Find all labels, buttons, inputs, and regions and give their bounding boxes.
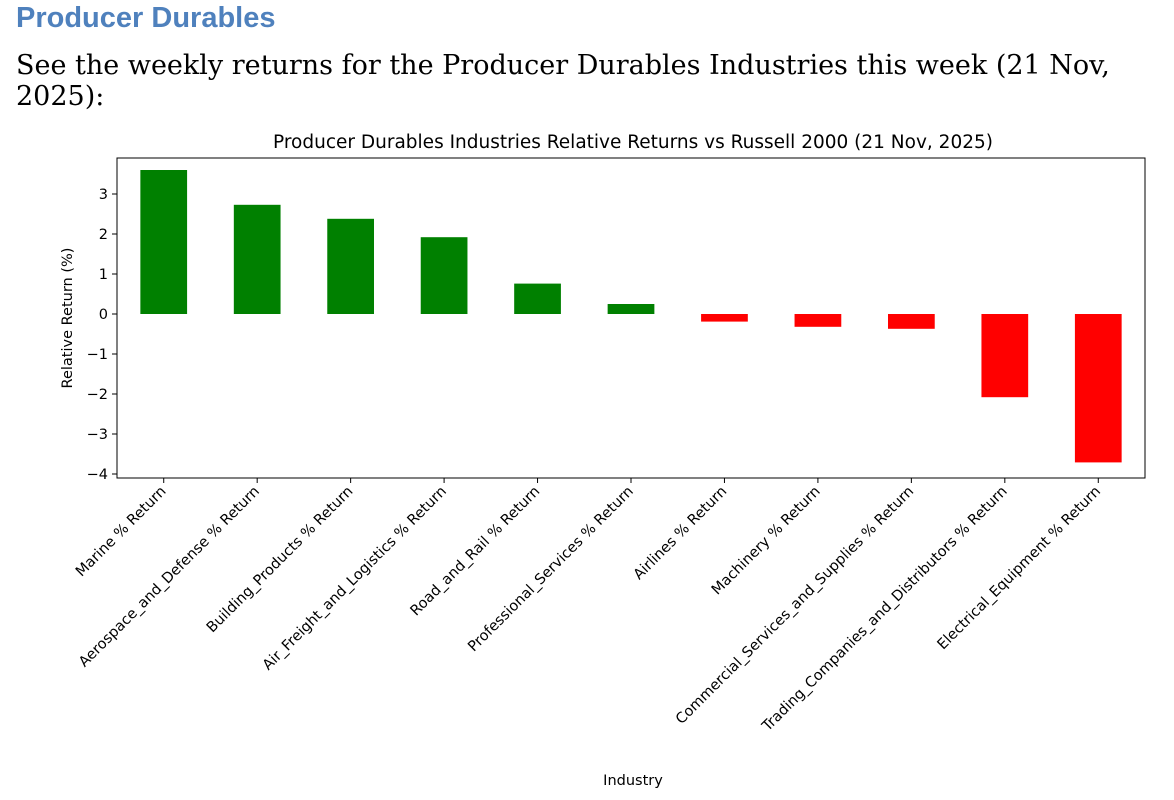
x-tick-label: Professional_Services % Return — [465, 484, 637, 656]
bar-8 — [888, 314, 935, 329]
bar-6 — [701, 314, 748, 322]
y-axis-label: Relative Return (%) — [60, 248, 76, 389]
section-heading: Producer Durables — [16, 2, 276, 34]
y-axis: 3 2 1 0 −1 −2 −3 −4 — [87, 187, 117, 483]
x-tick-label: Building_Products % Return — [204, 484, 357, 637]
bar-3 — [420, 237, 468, 314]
x-tick-label: Marine % Return — [73, 484, 170, 581]
bar-7 — [794, 314, 842, 327]
y-tick-label: 1 — [99, 267, 108, 283]
intro-text: See the weekly returns for the Producer … — [16, 50, 1110, 112]
chart-title: Producer Durables Industries Relative Re… — [273, 132, 993, 153]
y-tick-label: −4 — [87, 467, 108, 483]
bar-5 — [607, 304, 655, 314]
y-tick-label: −3 — [87, 427, 108, 443]
x-tick-label: Electrical_Equipment % Return — [935, 484, 1105, 654]
bars-group — [140, 170, 1122, 463]
y-tick-label: −1 — [87, 347, 108, 363]
bar-2 — [327, 218, 374, 314]
plot-area — [117, 158, 1145, 478]
bar-1 — [233, 204, 281, 314]
y-tick-label: 3 — [99, 187, 108, 203]
x-tick-label: Machinery % Return — [709, 484, 824, 599]
x-tick-label: Aerospace_and_Defense % Return — [76, 484, 263, 671]
y-tick-label: 2 — [99, 227, 108, 243]
bar-0 — [140, 170, 188, 314]
y-tick-label: −2 — [87, 387, 108, 403]
x-tick-label: Air_Freight_and_Logistics % Return — [260, 484, 450, 674]
bar-10 — [1074, 314, 1122, 463]
y-tick-label: 0 — [99, 307, 108, 323]
bar-4 — [514, 283, 561, 314]
x-tick-label: Airlines % Return — [631, 484, 731, 584]
x-axis-label: Industry — [603, 773, 663, 789]
bar-9 — [981, 314, 1029, 398]
